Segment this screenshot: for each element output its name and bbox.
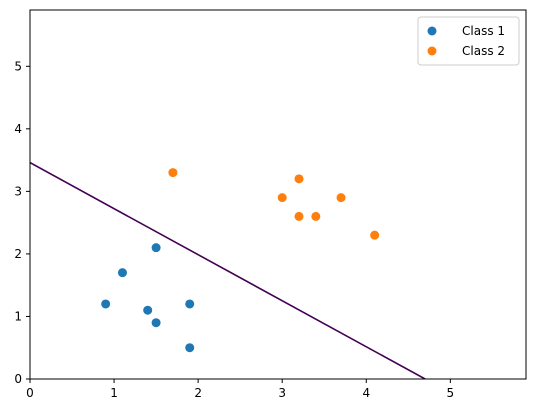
data-point-series-1-5 bbox=[151, 243, 161, 253]
x-tick-label: 4 bbox=[362, 386, 370, 400]
y-tick-label: 1 bbox=[14, 309, 22, 323]
y-tick-label: 4 bbox=[14, 122, 22, 136]
data-point-series-2-4 bbox=[294, 211, 304, 221]
data-point-series-2-7 bbox=[370, 230, 380, 240]
x-tick-label: 0 bbox=[26, 386, 34, 400]
legend-label: Class 2 bbox=[462, 44, 505, 58]
x-tick-label: 1 bbox=[110, 386, 118, 400]
data-point-series-2-5 bbox=[311, 211, 321, 221]
y-tick-label: 0 bbox=[14, 372, 22, 386]
data-point-series-1-7 bbox=[185, 343, 195, 353]
x-tick-label: 3 bbox=[278, 386, 286, 400]
plot-frame bbox=[29, 9, 527, 380]
x-tick-label: 2 bbox=[194, 386, 202, 400]
data-point-series-2-6 bbox=[336, 193, 346, 203]
decision-boundary-line bbox=[30, 161, 426, 379]
data-point-series-1-6 bbox=[185, 299, 195, 309]
legend-box bbox=[417, 16, 520, 66]
data-point-series-1-4 bbox=[151, 318, 161, 328]
plot-area bbox=[30, 10, 526, 379]
x-axis: 0 1 2 3 4 5 bbox=[26, 379, 454, 400]
legend-label: Class 1 bbox=[462, 24, 505, 38]
decision-boundary-layer bbox=[30, 161, 426, 379]
data-point-series-1-2 bbox=[117, 268, 127, 278]
legend-marker bbox=[427, 26, 437, 36]
data-point-series-2-3 bbox=[294, 174, 304, 184]
y-tick-label: 5 bbox=[14, 59, 22, 73]
legend: Class 1 Class 2 bbox=[417, 16, 520, 66]
data-points-layer bbox=[101, 168, 380, 353]
y-axis: 0 1 2 3 4 5 bbox=[14, 59, 30, 386]
y-tick-label: 3 bbox=[14, 184, 22, 198]
data-point-series-1-3 bbox=[143, 305, 153, 315]
data-point-series-2-1 bbox=[168, 168, 178, 178]
legend-marker bbox=[427, 46, 437, 56]
data-point-series-2-2 bbox=[277, 193, 287, 203]
data-point-series-1-1 bbox=[101, 299, 111, 309]
y-tick-label: 2 bbox=[14, 247, 22, 261]
x-tick-label: 5 bbox=[447, 386, 455, 400]
